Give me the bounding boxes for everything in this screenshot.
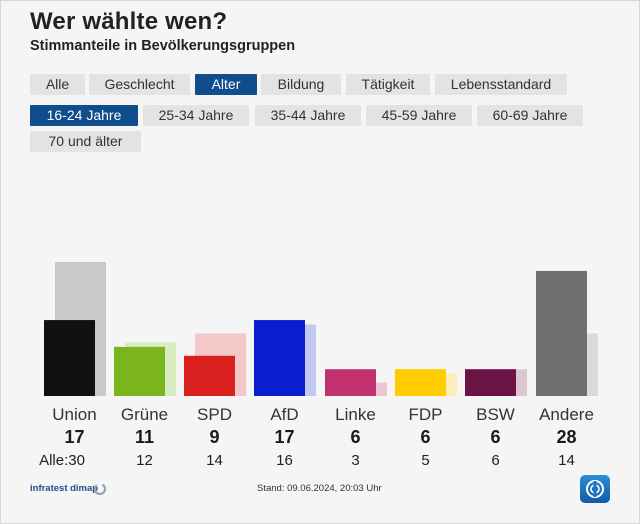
alle-value-label: 14 [558, 452, 575, 469]
page-subtitle: Stimmanteile in Bevölkerungsgruppen [30, 38, 296, 54]
tab-category-1[interactable]: Geschlecht [89, 74, 190, 95]
value-label: 6 [350, 427, 360, 447]
alle-value-label: 6 [491, 452, 499, 469]
tab-age-1[interactable]: 25-34 Jahre [143, 105, 249, 126]
infratest-ring-icon [93, 482, 107, 496]
value-label: 17 [274, 427, 294, 447]
bar-2[interactable] [184, 355, 235, 396]
alle-value-label: 5 [421, 452, 429, 469]
bar-5[interactable] [395, 369, 446, 396]
value-label: 6 [490, 427, 500, 447]
bar-3[interactable] [254, 320, 305, 396]
alle-value-label: Alle:30 [39, 452, 85, 469]
bar-6[interactable] [465, 369, 516, 396]
tab-category-0[interactable]: Alle [30, 74, 85, 95]
tab-age-2[interactable]: 35-44 Jahre [255, 105, 361, 126]
source-logo: infratest dimap [30, 483, 99, 494]
category-label: Andere [539, 405, 594, 424]
category-label: AfD [270, 405, 298, 424]
value-label: 28 [556, 427, 576, 447]
page-title: Wer wählte wen? [30, 8, 228, 35]
tab-category-4[interactable]: Tätigkeit [346, 74, 430, 95]
alle-value-label: 12 [136, 452, 153, 469]
tab-age-3[interactable]: 45-59 Jahre [366, 105, 472, 126]
tab-category-5[interactable]: Lebensstandard [435, 74, 567, 95]
category-label: Union [52, 405, 96, 424]
alle-value-label: 16 [276, 452, 293, 469]
bar-4[interactable] [325, 369, 376, 396]
value-label: 17 [64, 427, 84, 447]
tab-age-5[interactable]: 70 und älter [30, 131, 141, 152]
value-label: 11 [135, 427, 154, 447]
tab-category-3[interactable]: Bildung [261, 74, 341, 95]
timestamp: Stand: 09.06.2024, 20:03 Uhr [257, 483, 382, 494]
bar-1[interactable] [114, 346, 165, 396]
alle-value-label: 14 [206, 452, 223, 469]
alle-value-label: 3 [351, 452, 359, 469]
category-label: SPD [197, 405, 232, 424]
category-label: Grüne [121, 405, 168, 424]
bar-7[interactable] [536, 270, 587, 396]
value-label: 6 [420, 427, 430, 447]
tab-age-4[interactable]: 60-69 Jahre [477, 105, 583, 126]
value-label: 9 [209, 427, 219, 447]
tab-category-2[interactable]: Alter [195, 74, 257, 95]
tab-age-0[interactable]: 16-24 Jahre [30, 105, 138, 126]
tagesschau-logo-icon[interactable] [580, 475, 610, 503]
category-label: FDP [409, 405, 443, 424]
bar-0[interactable] [44, 320, 95, 396]
category-label: Linke [335, 405, 376, 424]
category-label: BSW [476, 405, 515, 424]
